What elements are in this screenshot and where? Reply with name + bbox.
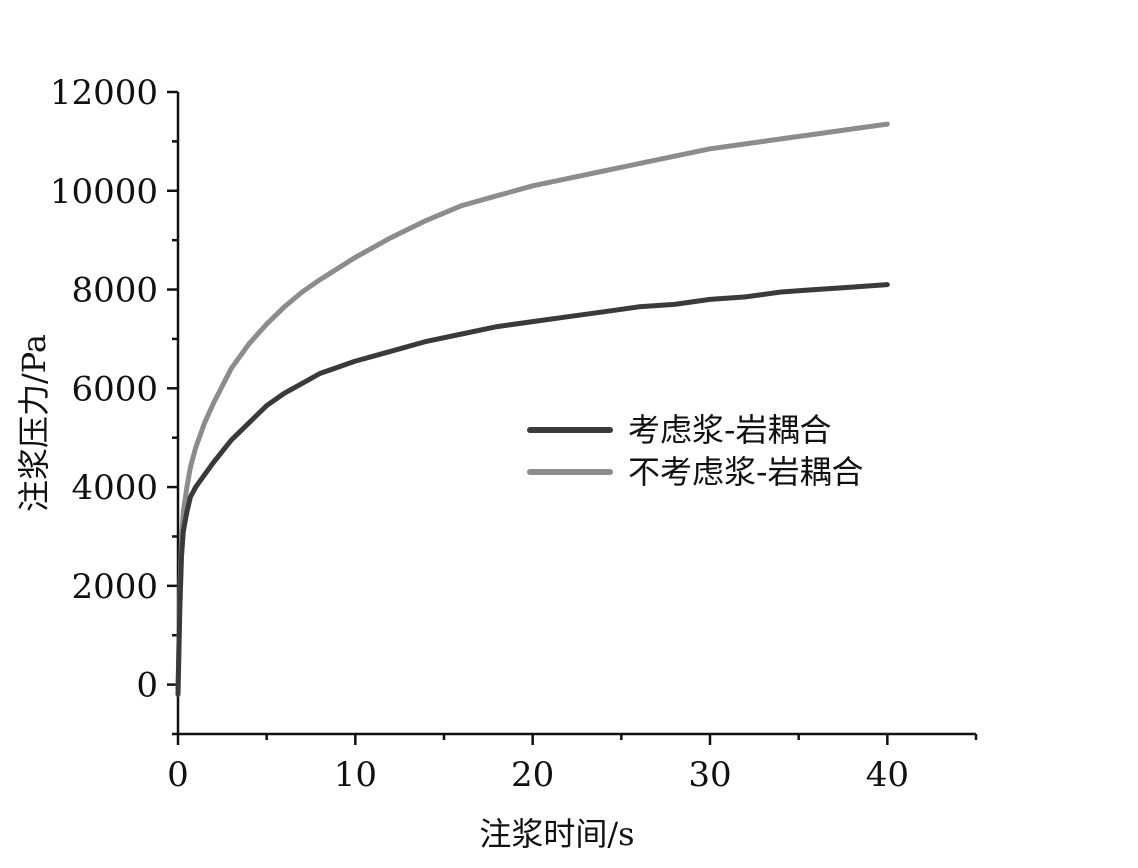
series-line-1 <box>175 282 890 697</box>
y-axis-title: 注浆压力/Pa <box>15 334 53 512</box>
series-group <box>175 121 890 697</box>
x-tick-label: 10 <box>334 755 377 795</box>
x-axis-title: 注浆时间/s <box>479 815 634 853</box>
x-tick-label: 0 <box>167 755 189 795</box>
y-tick-label: 8000 <box>71 271 158 311</box>
x-tick-label: 20 <box>511 755 554 795</box>
y-tick-label: 0 <box>136 666 158 706</box>
x-ticks: 0 10 20 30 40 <box>167 734 978 795</box>
y-ticks: 0 2000 4000 6000 8000 10000 12000 <box>50 73 178 736</box>
y-tick-label: 12000 <box>50 73 158 113</box>
y-tick-label: 4000 <box>71 468 158 508</box>
series-line-2 <box>175 121 890 693</box>
x-tick-label: 30 <box>688 755 731 795</box>
legend-label-1: 考虑浆-岩耦合 <box>628 411 832 449</box>
axes: 0 2000 4000 6000 8000 10000 12000 0 10 20 30 40 <box>50 73 978 795</box>
y-tick-label: 2000 <box>71 567 158 607</box>
legend-label-2: 不考虑浆-岩耦合 <box>628 453 864 491</box>
y-tick-label: 6000 <box>71 369 158 409</box>
x-tick-label: 40 <box>866 755 909 795</box>
y-tick-label: 10000 <box>50 172 158 212</box>
